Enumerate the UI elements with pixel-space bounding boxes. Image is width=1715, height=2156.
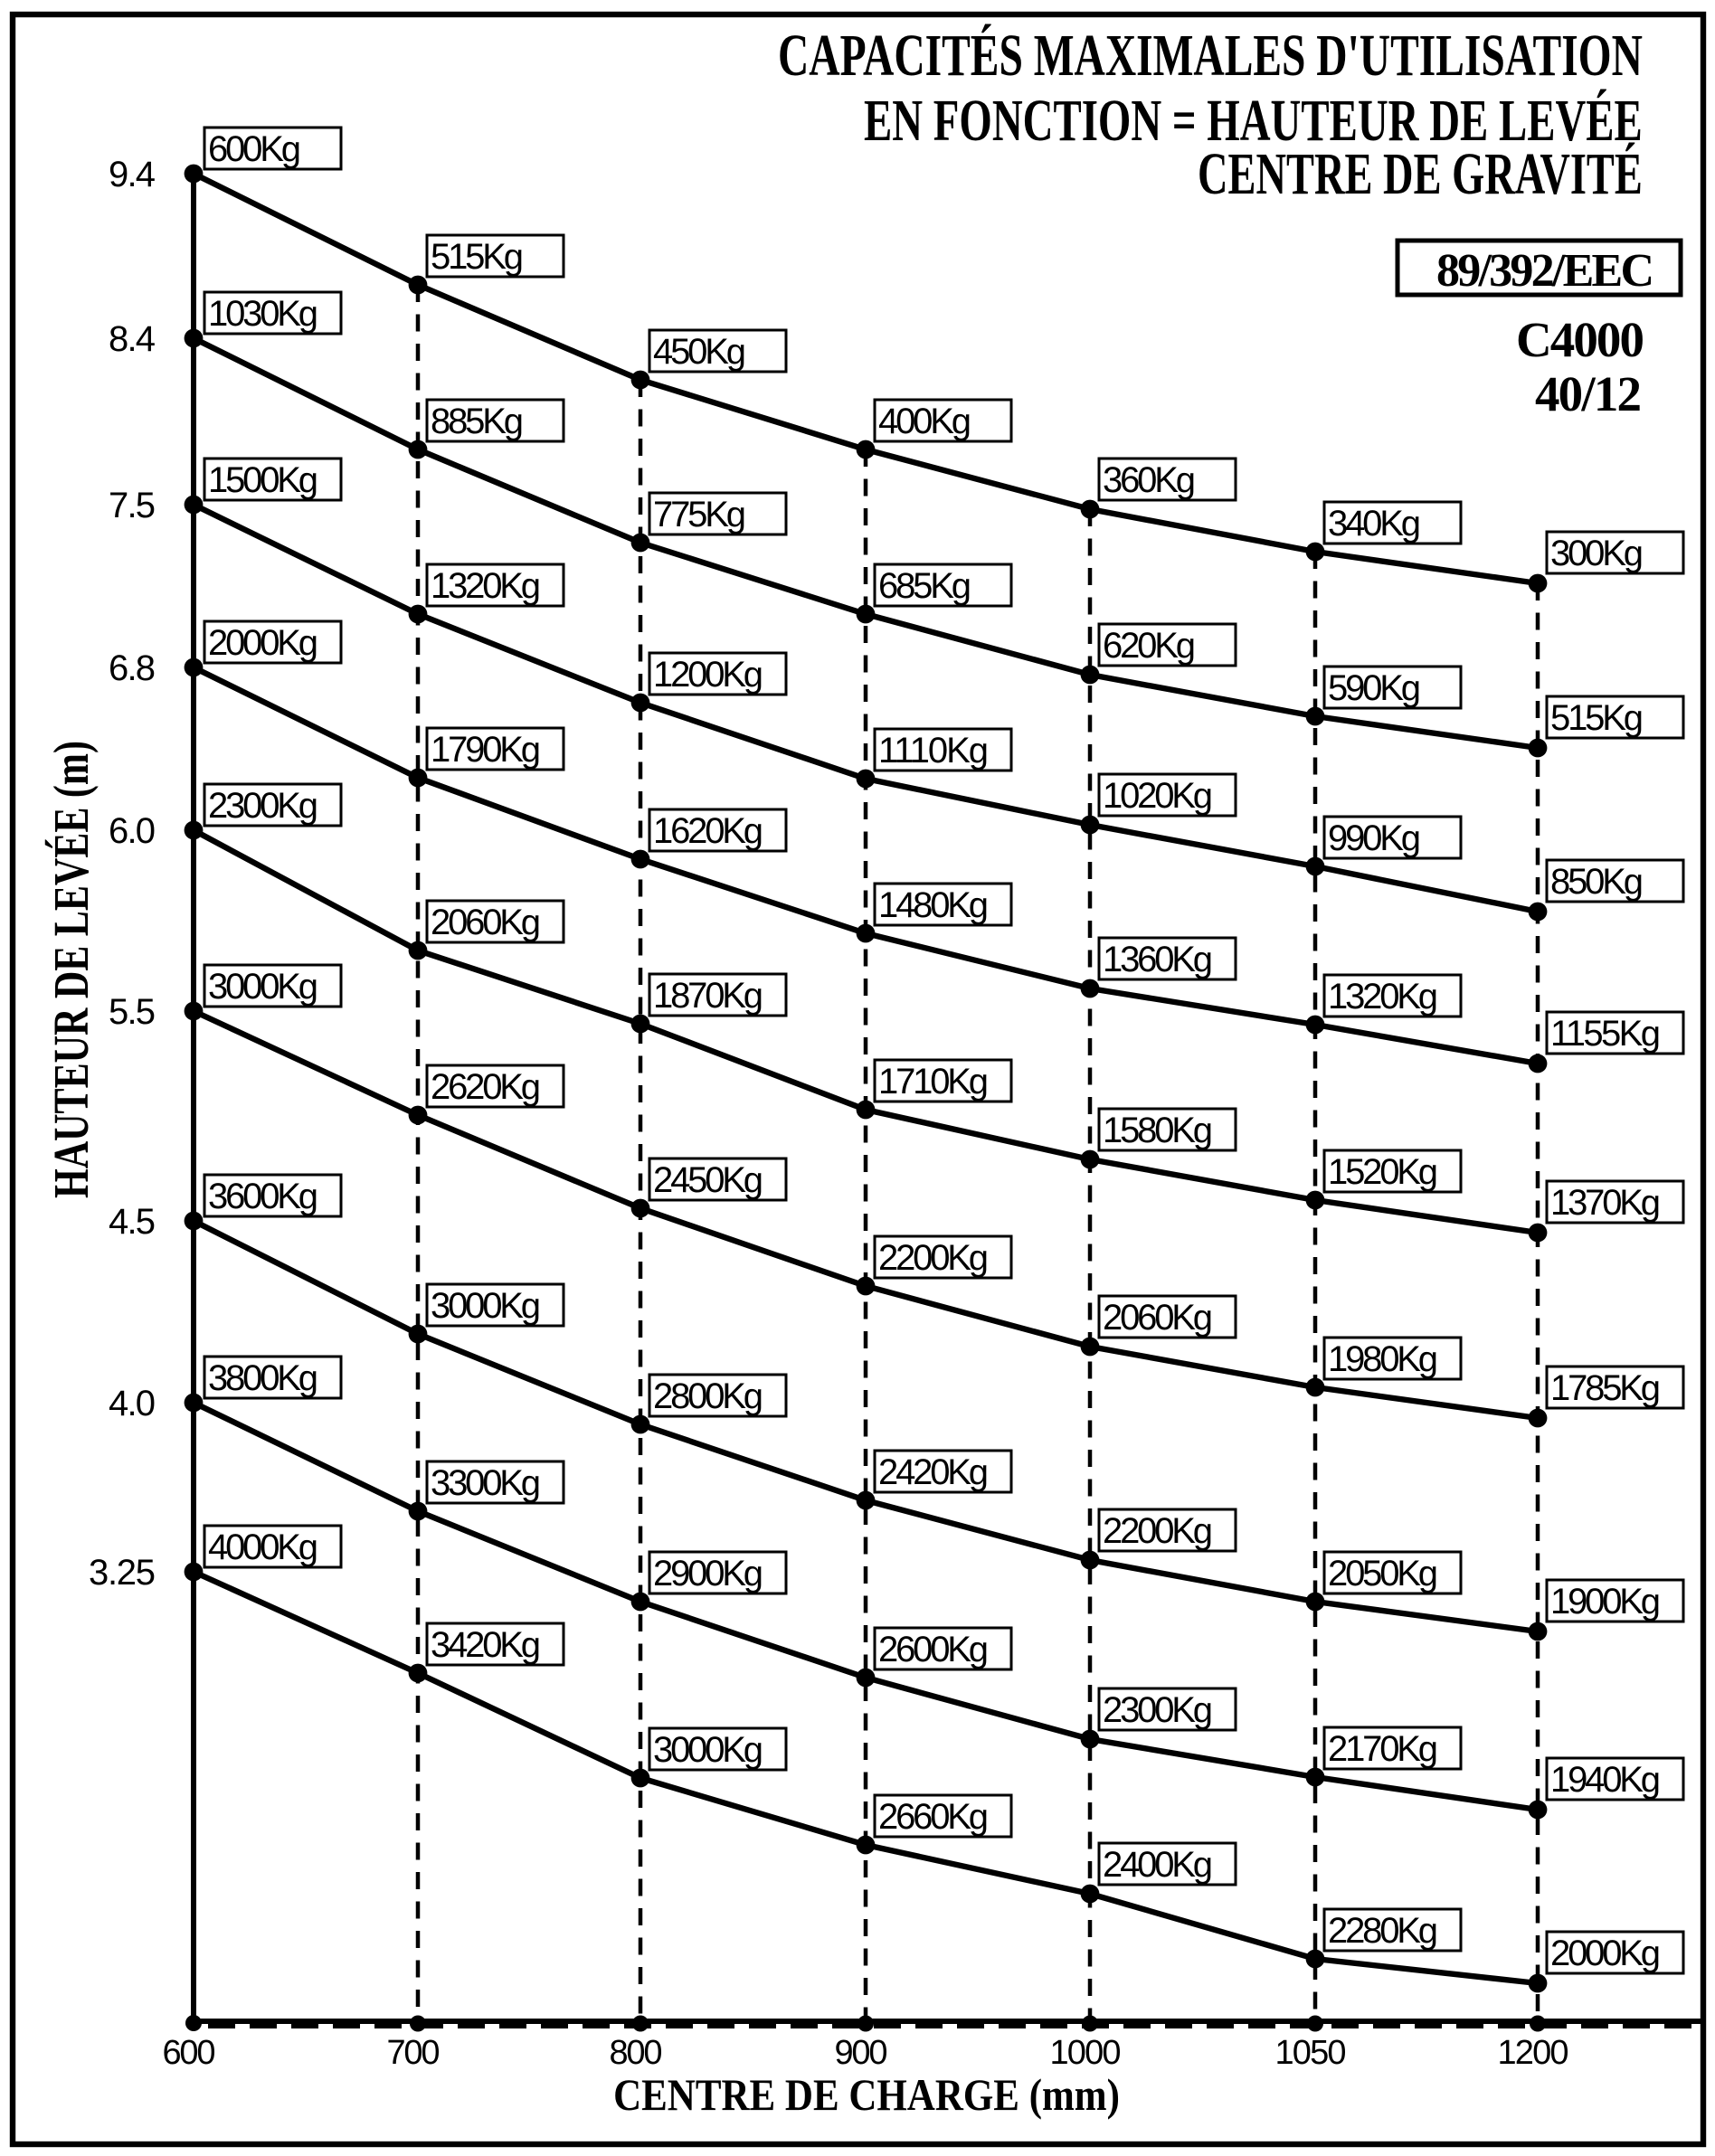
svg-text:1360Kg: 1360Kg: [1103, 940, 1213, 979]
svg-text:3.25: 3.25: [89, 1553, 156, 1593]
svg-text:775Kg: 775Kg: [653, 495, 746, 534]
svg-text:7.5: 7.5: [109, 486, 156, 525]
svg-text:3000Kg: 3000Kg: [653, 1730, 763, 1770]
svg-text:990Kg: 990Kg: [1328, 818, 1421, 858]
svg-text:1155Kg: 1155Kg: [1550, 1014, 1661, 1054]
svg-text:2600Kg: 2600Kg: [878, 1630, 989, 1669]
svg-text:1520Kg: 1520Kg: [1328, 1152, 1438, 1192]
svg-text:CENTRE DE CHARGE (mm): CENTRE DE CHARGE (mm): [613, 2070, 1120, 2121]
svg-text:2000Kg: 2000Kg: [1550, 1934, 1661, 1973]
svg-text:8.4: 8.4: [109, 319, 156, 359]
svg-text:1940Kg: 1940Kg: [1550, 1760, 1661, 1800]
svg-text:2050Kg: 2050Kg: [1328, 1554, 1438, 1593]
svg-text:5.5: 5.5: [109, 992, 156, 1032]
svg-text:590Kg: 590Kg: [1328, 668, 1421, 708]
svg-text:850Kg: 850Kg: [1550, 862, 1644, 902]
svg-text:340Kg: 340Kg: [1328, 504, 1421, 544]
svg-text:CAPACITÉS MAXIMALES D'UTILISAT: CAPACITÉS MAXIMALES D'UTILISATION: [778, 24, 1643, 89]
svg-text:6.8: 6.8: [109, 648, 156, 688]
svg-text:2060Kg: 2060Kg: [431, 903, 541, 942]
svg-text:2420Kg: 2420Kg: [878, 1452, 989, 1492]
svg-text:450Kg: 450Kg: [653, 332, 746, 372]
svg-text:2200Kg: 2200Kg: [1103, 1511, 1213, 1551]
svg-text:1900Kg: 1900Kg: [1550, 1582, 1661, 1622]
svg-text:1000: 1000: [1050, 2034, 1122, 2072]
svg-text:1320Kg: 1320Kg: [1328, 977, 1438, 1017]
svg-text:4.0: 4.0: [109, 1384, 156, 1423]
svg-text:1480Kg: 1480Kg: [878, 885, 989, 925]
svg-text:1200Kg: 1200Kg: [653, 655, 763, 695]
svg-text:2620Kg: 2620Kg: [431, 1067, 541, 1107]
svg-text:2000Kg: 2000Kg: [208, 623, 318, 663]
svg-text:2660Kg: 2660Kg: [878, 1797, 989, 1837]
svg-text:1785Kg: 1785Kg: [1550, 1368, 1661, 1408]
svg-text:300Kg: 300Kg: [1550, 534, 1644, 573]
svg-text:C4000: C4000: [1516, 312, 1644, 367]
svg-text:EN FONCTION = HAUTEUR DE LEVÉE: EN FONCTION = HAUTEUR DE LEVÉE: [864, 88, 1643, 154]
svg-text:1020Kg: 1020Kg: [1103, 776, 1213, 816]
svg-text:2170Kg: 2170Kg: [1328, 1729, 1438, 1769]
svg-text:685Kg: 685Kg: [878, 566, 971, 606]
svg-text:2060Kg: 2060Kg: [1103, 1298, 1213, 1338]
svg-text:3420Kg: 3420Kg: [431, 1625, 541, 1665]
svg-text:600Kg: 600Kg: [208, 129, 301, 169]
svg-text:2400Kg: 2400Kg: [1103, 1845, 1213, 1885]
svg-text:2900Kg: 2900Kg: [653, 1554, 763, 1593]
svg-text:1050: 1050: [1275, 2034, 1347, 2072]
svg-text:1580Kg: 1580Kg: [1103, 1111, 1213, 1150]
svg-text:2800Kg: 2800Kg: [653, 1376, 763, 1416]
svg-text:400Kg: 400Kg: [878, 402, 971, 441]
svg-text:700: 700: [387, 2034, 441, 2072]
svg-text:1200: 1200: [1498, 2034, 1569, 2072]
svg-text:3000Kg: 3000Kg: [431, 1286, 541, 1326]
svg-text:1500Kg: 1500Kg: [208, 460, 318, 500]
svg-text:2280Kg: 2280Kg: [1328, 1911, 1438, 1951]
svg-text:900: 900: [835, 2034, 888, 2072]
svg-text:1980Kg: 1980Kg: [1328, 1339, 1438, 1379]
svg-text:1710Kg: 1710Kg: [878, 1062, 989, 1102]
svg-text:40/12: 40/12: [1535, 366, 1642, 421]
svg-text:620Kg: 620Kg: [1103, 626, 1196, 666]
svg-text:CENTRE DE GRAVITÉ: CENTRE DE GRAVITÉ: [1198, 141, 1643, 207]
svg-text:1790Kg: 1790Kg: [431, 730, 541, 770]
svg-text:89/392/EEC: 89/392/EEC: [1436, 245, 1654, 297]
svg-text:9.4: 9.4: [109, 155, 156, 194]
svg-text:1370Kg: 1370Kg: [1550, 1183, 1661, 1223]
svg-text:1620Kg: 1620Kg: [653, 811, 763, 851]
svg-text:4.5: 4.5: [109, 1202, 156, 1242]
svg-text:1870Kg: 1870Kg: [653, 976, 763, 1016]
svg-text:3300Kg: 3300Kg: [431, 1463, 541, 1503]
svg-text:HAUTEUR DE LEVÉE (m): HAUTEUR DE LEVÉE (m): [43, 741, 99, 1198]
svg-text:1110Kg: 1110Kg: [878, 731, 989, 771]
svg-text:4000Kg: 4000Kg: [208, 1527, 318, 1567]
svg-text:2450Kg: 2450Kg: [653, 1160, 763, 1200]
svg-text:515Kg: 515Kg: [431, 237, 524, 277]
svg-text:515Kg: 515Kg: [1550, 698, 1644, 738]
svg-text:600: 600: [163, 2034, 216, 2072]
svg-text:1320Kg: 1320Kg: [431, 566, 541, 606]
svg-text:3600Kg: 3600Kg: [208, 1177, 318, 1216]
svg-text:2300Kg: 2300Kg: [208, 786, 318, 826]
svg-text:1030Kg: 1030Kg: [208, 294, 318, 334]
svg-text:2200Kg: 2200Kg: [878, 1238, 989, 1278]
svg-text:3000Kg: 3000Kg: [208, 967, 318, 1007]
svg-text:800: 800: [610, 2034, 663, 2072]
svg-text:360Kg: 360Kg: [1103, 460, 1196, 500]
svg-text:885Kg: 885Kg: [431, 402, 524, 441]
svg-text:3800Kg: 3800Kg: [208, 1358, 318, 1398]
svg-text:6.0: 6.0: [109, 811, 156, 851]
svg-text:2300Kg: 2300Kg: [1103, 1690, 1213, 1730]
